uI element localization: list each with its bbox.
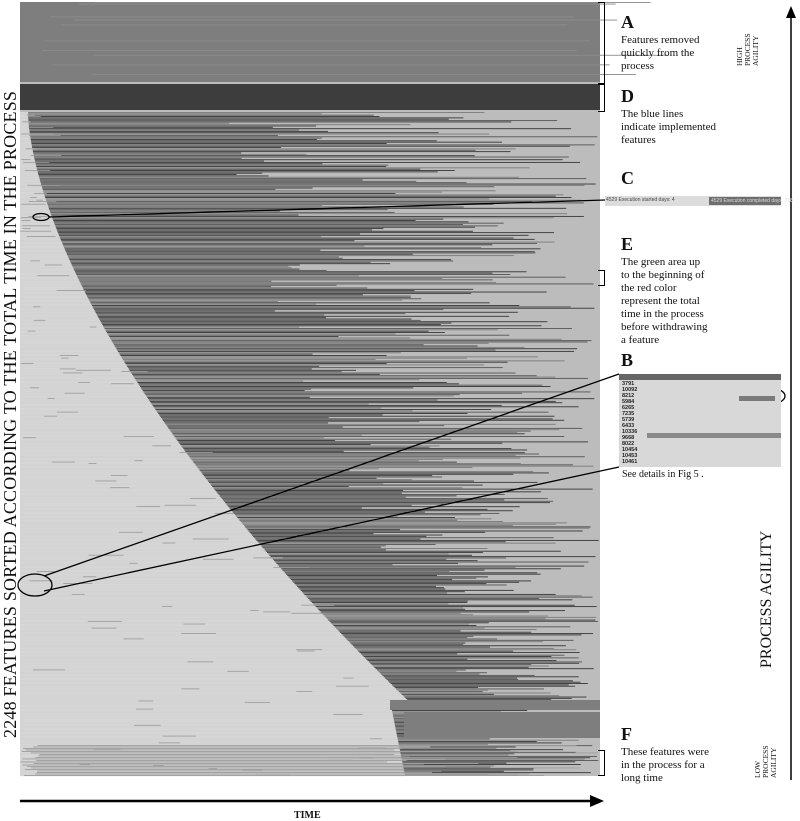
inset-id: 3791 bbox=[622, 381, 635, 387]
feature-rows bbox=[20, 2, 669, 777]
region-d-block bbox=[20, 84, 600, 110]
annotation-b-letter: B bbox=[621, 350, 634, 370]
bracket-e bbox=[598, 270, 605, 286]
inset-id: 10454 bbox=[622, 447, 638, 453]
annotation-f-letter: F bbox=[621, 724, 632, 744]
annotation-c-left-text: 4529 Execution started days: 4 bbox=[606, 197, 675, 203]
process-agility-label: PROCESS AGILITY bbox=[758, 530, 775, 668]
inset-id: 6433 bbox=[622, 423, 635, 429]
inset-id: 8212 bbox=[622, 393, 635, 399]
time-axis bbox=[20, 795, 604, 807]
region-lower-block-2 bbox=[404, 712, 600, 738]
annotation-b-id-list: 3791 10092 8212 5984 6265 7235 5739 6433 10336 96… bbox=[622, 381, 637, 465]
callout-b-line-bottom bbox=[43, 466, 620, 592]
annotation-d-letter: D bbox=[621, 86, 634, 106]
low-agility-label: LOW PROCESS AGILITY bbox=[753, 745, 778, 778]
high-agility-label: HIGH PROCESS AGILITY bbox=[735, 33, 760, 66]
annotation-a-letter: A bbox=[621, 12, 634, 32]
annotation-b-caption: See details in Fig 5 . bbox=[622, 469, 704, 480]
callout-b-line-top bbox=[43, 373, 620, 577]
process-agility-axis bbox=[786, 6, 796, 780]
annotation-c-dark-segment: 4529 Execution completed days: 218 bbox=[709, 197, 793, 205]
bracket-f bbox=[598, 750, 605, 776]
inset-id: 9668 bbox=[622, 435, 635, 441]
annotation-a-text: Features removed quickly from the process bbox=[621, 34, 700, 72]
annotation-e-letter: E bbox=[621, 234, 634, 254]
bracket-d bbox=[598, 84, 605, 112]
annotation-c-letter: C bbox=[621, 168, 634, 188]
inset-id: 5984 bbox=[622, 399, 635, 405]
callout-lines bbox=[17, 199, 786, 597]
y-axis-label: 2248 FEATURES SORTED ACCORDING TO THE TO… bbox=[0, 90, 20, 738]
region-a-block bbox=[20, 2, 600, 82]
inset-id: 10453 bbox=[622, 453, 638, 459]
annotation-b-inset: 3791 10092 8212 5984 6265 7235 5739 6433 10336 96… bbox=[619, 374, 781, 467]
x-axis-label: TIME bbox=[294, 810, 321, 821]
annotation-e-text: The green area up to the beginning of the… bbox=[621, 256, 708, 346]
inset-id: 10336 bbox=[622, 429, 638, 435]
callout-b-ellipse bbox=[17, 573, 53, 597]
inset-id: 10092 bbox=[622, 387, 638, 393]
inset-id: 5739 bbox=[622, 417, 635, 423]
callout-c-line bbox=[48, 199, 606, 218]
annotation-c-bar: 4529 Execution started days: 4 4529 Exec… bbox=[605, 196, 793, 206]
inset-id: 10461 bbox=[622, 459, 638, 465]
region-lower-block-1 bbox=[390, 700, 600, 710]
inset-id: 8022 bbox=[622, 441, 635, 447]
inset-id: 6265 bbox=[622, 405, 635, 411]
annotation-d-text: The blue lines indicate implemented featur… bbox=[621, 108, 716, 146]
inset-id: 7235 bbox=[622, 411, 635, 417]
bracket-a bbox=[598, 2, 605, 84]
